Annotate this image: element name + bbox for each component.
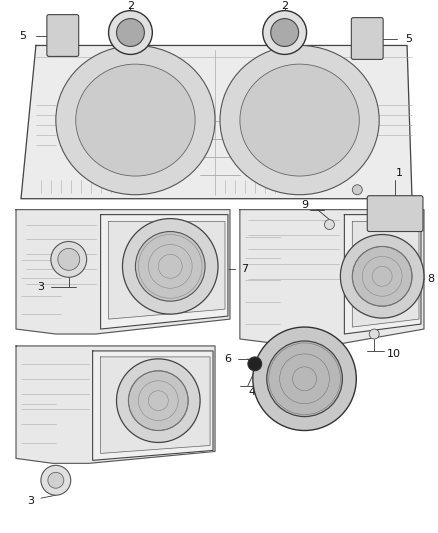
Circle shape — [48, 472, 64, 488]
Circle shape — [369, 329, 379, 339]
Circle shape — [352, 185, 362, 195]
Circle shape — [271, 19, 299, 46]
Polygon shape — [344, 215, 421, 334]
Ellipse shape — [240, 64, 359, 176]
Text: 2: 2 — [127, 1, 134, 11]
Polygon shape — [93, 351, 213, 461]
Circle shape — [340, 235, 424, 318]
Polygon shape — [240, 209, 424, 344]
Circle shape — [267, 341, 343, 417]
Text: 1: 1 — [396, 168, 403, 178]
Text: 9: 9 — [301, 200, 308, 209]
Circle shape — [128, 371, 188, 431]
Circle shape — [51, 241, 87, 277]
Text: 10: 10 — [387, 349, 401, 359]
Circle shape — [253, 327, 356, 431]
Polygon shape — [21, 45, 412, 199]
Polygon shape — [352, 222, 419, 327]
Text: 8: 8 — [427, 274, 434, 284]
Text: 2: 2 — [281, 1, 288, 11]
Ellipse shape — [220, 45, 379, 195]
Text: 5: 5 — [406, 34, 413, 44]
Polygon shape — [16, 209, 230, 334]
Polygon shape — [109, 222, 225, 319]
Text: 6: 6 — [224, 354, 231, 364]
Circle shape — [41, 465, 71, 495]
Text: 4: 4 — [248, 387, 255, 397]
Text: 5: 5 — [20, 30, 26, 41]
Polygon shape — [101, 357, 210, 454]
Circle shape — [325, 220, 335, 230]
FancyBboxPatch shape — [351, 18, 383, 59]
FancyBboxPatch shape — [367, 196, 423, 231]
Ellipse shape — [76, 64, 195, 176]
Text: 7: 7 — [241, 264, 248, 274]
Circle shape — [109, 11, 152, 54]
Circle shape — [117, 19, 145, 46]
Circle shape — [58, 248, 80, 270]
Polygon shape — [16, 346, 215, 463]
Text: 3: 3 — [37, 282, 44, 292]
FancyBboxPatch shape — [47, 14, 79, 56]
Circle shape — [117, 359, 200, 442]
Ellipse shape — [56, 45, 215, 195]
Circle shape — [135, 231, 205, 301]
Circle shape — [123, 219, 218, 314]
Circle shape — [263, 11, 307, 54]
Circle shape — [248, 357, 262, 371]
Polygon shape — [101, 215, 228, 329]
Circle shape — [352, 246, 412, 306]
Text: 3: 3 — [28, 496, 35, 506]
